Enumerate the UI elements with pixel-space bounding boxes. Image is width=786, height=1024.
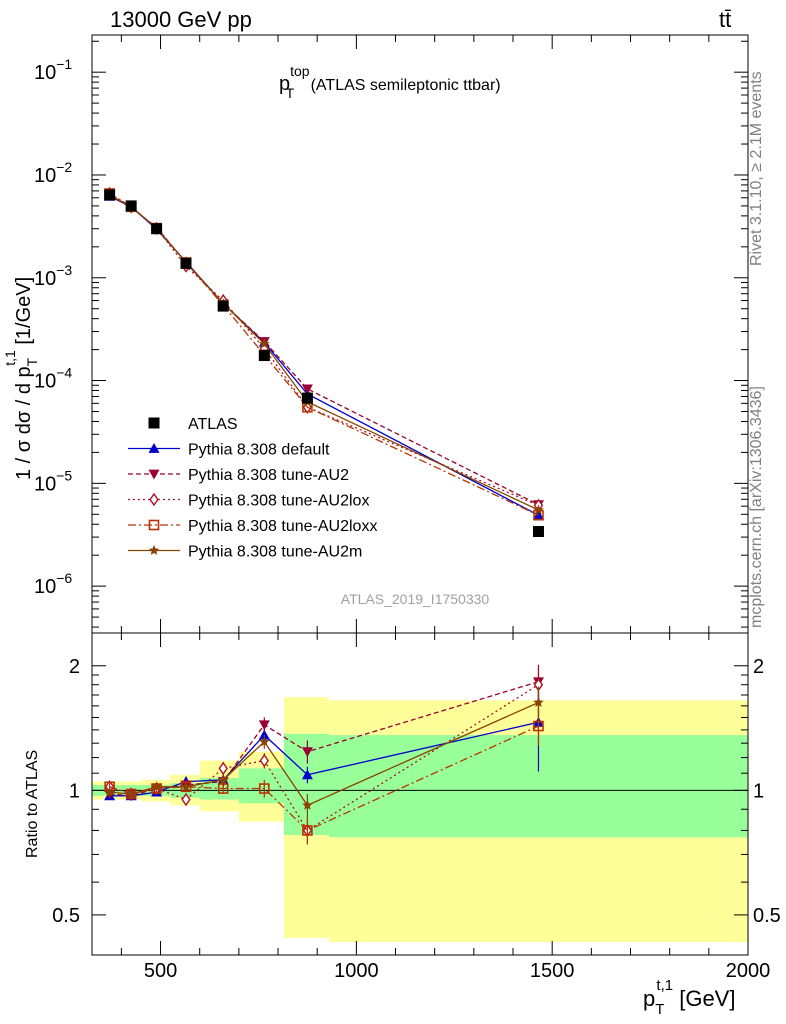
ratio-y-tick-label: 0.5 — [52, 905, 80, 927]
ratio-point-default — [258, 729, 270, 740]
data-point-atlas — [301, 392, 313, 404]
x-tick-label: 2000 — [726, 960, 771, 982]
ratio-y-tick-label-right: 2 — [753, 656, 764, 678]
series-line-au2lox — [109, 192, 539, 506]
process-label: tt̄ — [719, 7, 731, 32]
data-point-atlas — [104, 189, 116, 201]
data-point-atlas — [532, 526, 544, 538]
ratio-point-au2loxx — [302, 825, 313, 836]
ratio-point-au2 — [301, 747, 313, 758]
ratio-point-au2m — [259, 736, 270, 747]
ratio-point-au2m — [151, 781, 162, 792]
series-point-au2m — [533, 504, 544, 515]
y-tick-label: 10−2 — [34, 159, 72, 187]
rivet-label: Rivet 3.1.10, ≥ 2.1M events — [748, 71, 765, 266]
data-point-atlas — [258, 350, 270, 362]
ratio-axes: 0.5 0.5 1 1 2 2 500 1000 1500 2000 — [52, 633, 781, 982]
ratio-series — [104, 664, 544, 845]
data-point-atlas — [217, 300, 229, 312]
ratio-point-au2m — [125, 788, 137, 799]
x-axis-label: pTt,1 [GeV] — [643, 977, 735, 1018]
y-tick-label: 10−5 — [34, 467, 72, 495]
legend-label-au2lox: Pythia 8.308 tune-AU2lox — [188, 493, 369, 510]
ratio-y-tick-label-right: 0.5 — [753, 905, 781, 927]
y-tick-label: 10−6 — [34, 570, 72, 598]
main-y-axis: 10−6 10−5 10−4 10−3 10−2 10−1 — [34, 35, 749, 633]
ratio-point-au2m — [218, 774, 229, 785]
ratio-plot-border — [91, 632, 749, 956]
analysis-id: ATLAS_2019_I1750330 — [341, 591, 490, 607]
ratio-point-au2lox — [259, 753, 270, 768]
ratio-point-au2 — [258, 720, 270, 731]
main-plot-series — [104, 186, 544, 538]
data-point-atlas — [180, 257, 192, 269]
ratio-point-au2m — [302, 799, 313, 810]
series-point-au2 — [301, 384, 313, 395]
ratio-point-default — [301, 769, 313, 780]
legend-marker-au2 — [148, 469, 160, 480]
legend-marker-au2loxx — [148, 519, 160, 531]
ratio-plot-frame — [91, 632, 749, 956]
legend-label-atlas: ATLAS — [188, 416, 238, 433]
ratio-point-au2loxx — [533, 720, 544, 732]
ratio-point-au2loxx — [259, 783, 270, 794]
ratio-uncertainty-bands — [92, 697, 748, 943]
y-tick-label: 10−1 — [34, 56, 72, 84]
ratio-point-au2m — [180, 781, 192, 792]
x-tick-label: 1500 — [530, 960, 575, 982]
ratio-point-au2lox — [218, 761, 228, 776]
main-y-label: 1 / σ dσ / d pTt,1 [1/GeV] — [2, 277, 40, 480]
series-point-au2m — [259, 338, 270, 349]
y-tick-label: 10−3 — [34, 262, 72, 290]
legend-label-au2m: Pythia 8.308 tune-AU2m — [188, 544, 362, 561]
series-line-au2m — [109, 194, 539, 511]
ratio-y-tick-label-right: 1 — [753, 780, 764, 802]
band-green — [238, 768, 284, 804]
legend-label-au2: Pythia 8.308 tune-AU2 — [188, 467, 349, 484]
ratio-point-au2m — [533, 697, 544, 707]
data-point-atlas — [125, 200, 137, 212]
ratio-y-tick-label: 1 — [69, 780, 80, 802]
legend-marker-au2lox — [149, 492, 159, 507]
x-tick-label: 500 — [144, 960, 177, 982]
ratio-y-label: Ratio to ATLAS — [24, 750, 41, 858]
ratio-point-au2lox — [181, 792, 191, 807]
x-tick-label: 1000 — [334, 960, 379, 982]
legend: ATLAS Pythia 8.308 default Pythia 8.308 tu… — [128, 416, 377, 561]
legend-marker-au2m — [148, 545, 160, 555]
legend-marker-atlas — [148, 417, 160, 429]
collision-label: 13000 GeV pp — [110, 7, 252, 32]
ratio-point-au2m — [104, 786, 115, 797]
mcplots-label: mcplots.cern.ch [arXiv:1306.3436] — [748, 386, 765, 628]
data-point-atlas — [151, 223, 163, 235]
legend-label-default: Pythia 8.308 default — [188, 442, 330, 459]
legend-marker-default — [148, 443, 160, 453]
y-tick-label: 10−4 — [34, 365, 72, 393]
plot-title: ptop T (ATLAS semileptonic ttbar) — [279, 63, 501, 101]
ratio-y-tick-label: 2 — [69, 656, 80, 678]
legend-label-au2loxx: Pythia 8.308 tune-AU2loxx — [188, 518, 377, 535]
